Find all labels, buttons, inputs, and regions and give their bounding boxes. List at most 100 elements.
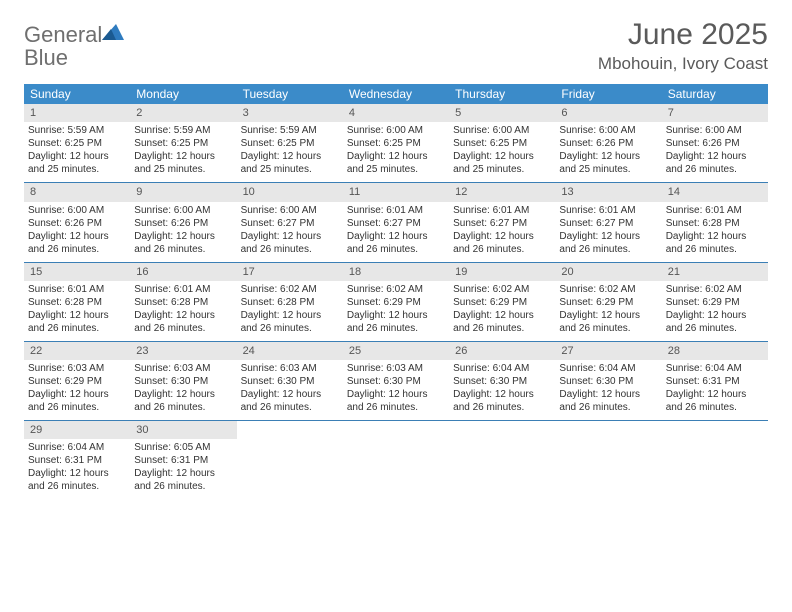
day-cell: 26Sunrise: 6:04 AMSunset: 6:30 PMDayligh… [449, 342, 555, 420]
daylight-line: Daylight: 12 hours and 26 minutes. [347, 309, 445, 335]
day-cell [237, 421, 343, 499]
day-cell: 2Sunrise: 5:59 AMSunset: 6:25 PMDaylight… [130, 104, 236, 182]
day-cell [343, 421, 449, 499]
daylight-line: Daylight: 12 hours and 26 minutes. [666, 309, 764, 335]
sunrise-line: Sunrise: 6:02 AM [559, 283, 657, 296]
logo-triangle-icon [102, 24, 124, 45]
day-number: 17 [237, 263, 343, 281]
sunset-line: Sunset: 6:31 PM [28, 454, 126, 467]
daylight-line: Daylight: 12 hours and 26 minutes. [559, 388, 657, 414]
sunrise-line: Sunrise: 6:03 AM [241, 362, 339, 375]
day-number: 30 [130, 421, 236, 439]
sunrise-line: Sunrise: 5:59 AM [134, 124, 232, 137]
sunset-line: Sunset: 6:27 PM [241, 217, 339, 230]
daylight-line: Daylight: 12 hours and 25 minutes. [241, 150, 339, 176]
day-number: 13 [555, 183, 661, 201]
sunrise-line: Sunrise: 6:01 AM [28, 283, 126, 296]
calendar-page: General Blue June 2025 Mbohouin, Ivory C… [0, 0, 792, 499]
day-number: 19 [449, 263, 555, 281]
day-number: 2 [130, 104, 236, 122]
day-cell: 20Sunrise: 6:02 AMSunset: 6:29 PMDayligh… [555, 263, 661, 341]
sunrise-line: Sunrise: 6:02 AM [241, 283, 339, 296]
sunrise-line: Sunrise: 6:01 AM [453, 204, 551, 217]
day-cell: 17 Sunrise: 6:02 AMSunset: 6:28 PMDayligh… [237, 263, 343, 341]
daylight-line: Daylight: 12 hours and 26 minutes. [134, 309, 232, 335]
day-cell: 22Sunrise: 6:03 AMSunset: 6:29 PMDayligh… [24, 342, 130, 420]
day-number: 16 [130, 263, 236, 281]
sunrise-line: Sunrise: 6:05 AM [134, 441, 232, 454]
day-cell [449, 421, 555, 499]
sunrise-line: Sunrise: 6:00 AM [347, 124, 445, 137]
sunrise-line: Sunrise: 5:59 AM [241, 124, 339, 137]
sunset-line: Sunset: 6:25 PM [453, 137, 551, 150]
sunrise-line: Sunrise: 6:01 AM [559, 204, 657, 217]
day-number: 26 [449, 342, 555, 360]
daylight-line: Daylight: 12 hours and 26 minutes. [241, 309, 339, 335]
week-row: 22Sunrise: 6:03 AMSunset: 6:29 PMDayligh… [24, 342, 768, 421]
sunrise-line: Sunrise: 6:00 AM [28, 204, 126, 217]
sunset-line: Sunset: 6:28 PM [28, 296, 126, 309]
day-number: 7 [662, 104, 768, 122]
day-number: 28 [662, 342, 768, 360]
daylight-line: Daylight: 12 hours and 26 minutes. [559, 230, 657, 256]
day-number: 11 [343, 183, 449, 201]
sunrise-line: Sunrise: 6:02 AM [347, 283, 445, 296]
dow-sunday: Sunday [24, 84, 130, 104]
day-cell: 6Sunrise: 6:00 AMSunset: 6:26 PMDaylight… [555, 104, 661, 182]
sunset-line: Sunset: 6:26 PM [666, 137, 764, 150]
daylight-line: Daylight: 12 hours and 26 minutes. [241, 388, 339, 414]
sunrise-line: Sunrise: 6:02 AM [666, 283, 764, 296]
day-number: 25 [343, 342, 449, 360]
day-cell: 10Sunrise: 6:00 AMSunset: 6:27 PMDayligh… [237, 183, 343, 261]
sunrise-line: Sunrise: 6:03 AM [28, 362, 126, 375]
day-cell: 23Sunrise: 6:03 AMSunset: 6:30 PMDayligh… [130, 342, 236, 420]
day-cell: 11Sunrise: 6:01 AMSunset: 6:27 PMDayligh… [343, 183, 449, 261]
sunset-line: Sunset: 6:28 PM [134, 296, 232, 309]
sunset-line: Sunset: 6:30 PM [559, 375, 657, 388]
sunset-line: Sunset: 6:29 PM [559, 296, 657, 309]
sunrise-line: Sunrise: 6:01 AM [347, 204, 445, 217]
week-row: 29Sunrise: 6:04 AMSunset: 6:31 PMDayligh… [24, 421, 768, 499]
day-number: 9 [130, 183, 236, 201]
day-cell: 16 Sunrise: 6:01 AMSunset: 6:28 PMDayligh… [130, 263, 236, 341]
sunrise-line: Sunrise: 6:01 AM [134, 283, 232, 296]
daylight-line: Daylight: 12 hours and 26 minutes. [28, 388, 126, 414]
sunrise-line: Sunrise: 6:02 AM [453, 283, 551, 296]
sunset-line: Sunset: 6:27 PM [347, 217, 445, 230]
sunset-line: Sunset: 6:25 PM [241, 137, 339, 150]
daylight-line: Daylight: 12 hours and 26 minutes. [347, 388, 445, 414]
daylight-line: Daylight: 12 hours and 25 minutes. [347, 150, 445, 176]
day-cell: 4Sunrise: 6:00 AMSunset: 6:25 PMDaylight… [343, 104, 449, 182]
day-number: 5 [449, 104, 555, 122]
day-number: 1 [24, 104, 130, 122]
sunrise-line: Sunrise: 6:04 AM [453, 362, 551, 375]
day-cell [555, 421, 661, 499]
sunrise-line: Sunrise: 6:03 AM [347, 362, 445, 375]
sunset-line: Sunset: 6:30 PM [134, 375, 232, 388]
daylight-line: Daylight: 12 hours and 26 minutes. [28, 309, 126, 335]
sunset-line: Sunset: 6:31 PM [666, 375, 764, 388]
day-cell: 30Sunrise: 6:05 AMSunset: 6:31 PMDayligh… [130, 421, 236, 499]
month-title: June 2025 [598, 18, 768, 52]
day-number: 8 [24, 183, 130, 201]
sunrise-line: Sunrise: 6:00 AM [453, 124, 551, 137]
daylight-line: Daylight: 12 hours and 25 minutes. [453, 150, 551, 176]
sunset-line: Sunset: 6:25 PM [134, 137, 232, 150]
daylight-line: Daylight: 12 hours and 26 minutes. [134, 467, 232, 493]
sunset-line: Sunset: 6:30 PM [347, 375, 445, 388]
weeks-container: 1Sunrise: 5:59 AMSunset: 6:25 PMDaylight… [24, 104, 768, 499]
sunrise-line: Sunrise: 6:00 AM [666, 124, 764, 137]
daylight-line: Daylight: 12 hours and 26 minutes. [134, 230, 232, 256]
dow-saturday: Saturday [662, 84, 768, 104]
dow-wednesday: Wednesday [343, 84, 449, 104]
sunset-line: Sunset: 6:29 PM [28, 375, 126, 388]
logo: General Blue [24, 18, 124, 70]
day-number: 20 [555, 263, 661, 281]
day-cell: 15Sunrise: 6:01 AMSunset: 6:28 PMDayligh… [24, 263, 130, 341]
day-number: 4 [343, 104, 449, 122]
day-number: 14 [662, 183, 768, 201]
sunset-line: Sunset: 6:28 PM [241, 296, 339, 309]
day-cell: 7Sunrise: 6:00 AMSunset: 6:26 PMDaylight… [662, 104, 768, 182]
sunrise-line: Sunrise: 6:04 AM [559, 362, 657, 375]
logo-text-wrap: General Blue [24, 24, 124, 70]
